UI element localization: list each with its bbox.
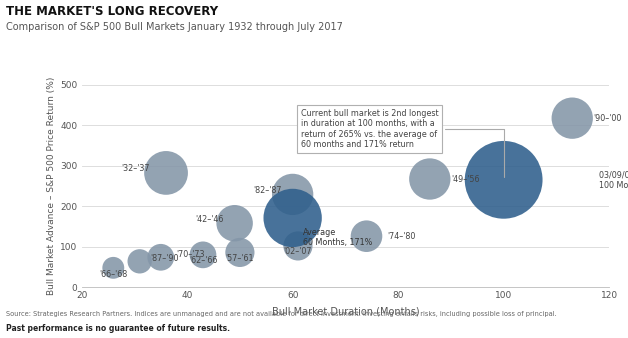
Text: Comparison of S&P 500 Bull Markets January 1932 through July 2017: Comparison of S&P 500 Bull Markets Janua…: [6, 22, 343, 32]
Text: '82–'87: '82–'87: [254, 186, 282, 195]
Point: [362, 234, 372, 239]
Text: '02–'07: '02–'07: [284, 247, 312, 256]
Point: [161, 170, 171, 176]
Text: '66–'68: '66–'68: [99, 270, 127, 279]
Text: '49–'56: '49–'56: [451, 174, 479, 184]
Text: Current bull market is 2nd longest
in duration at 100 months, with a
return of 2: Current bull market is 2nd longest in du…: [301, 109, 504, 177]
Text: '90–'00: '90–'00: [593, 114, 622, 123]
Text: Average
60 Months, 171%: Average 60 Months, 171%: [303, 228, 372, 247]
Point: [499, 177, 509, 183]
Text: '42–'46: '42–'46: [196, 215, 224, 224]
Text: Source: Strategies Research Partners. Indices are unmanaged and are not availabl: Source: Strategies Research Partners. In…: [6, 311, 557, 317]
X-axis label: Bull Market Duration (Months): Bull Market Duration (Months): [271, 306, 420, 316]
Point: [567, 116, 577, 121]
Text: '57–'61: '57–'61: [225, 254, 254, 263]
Point: [156, 255, 166, 260]
Y-axis label: Bull Market Advance – S&P 500 Price Return (%): Bull Market Advance – S&P 500 Price Retu…: [47, 77, 56, 295]
Text: THE MARKET'S LONG RECOVERY: THE MARKET'S LONG RECOVERY: [6, 5, 219, 18]
Text: '87–'90: '87–'90: [150, 254, 179, 263]
Text: '62–'66: '62–'66: [189, 256, 217, 265]
Point: [425, 176, 435, 182]
Point: [235, 250, 245, 255]
Text: '32–'37: '32–'37: [122, 164, 150, 173]
Point: [134, 259, 144, 264]
Text: '70–'73: '70–'73: [176, 250, 205, 259]
Text: 03/09/09 – Current
100 Months, 265%: 03/09/09 – Current 100 Months, 265%: [598, 170, 628, 190]
Point: [293, 243, 303, 249]
Text: Past performance is no guarantee of future results.: Past performance is no guarantee of futu…: [6, 324, 230, 334]
Point: [288, 215, 298, 221]
Point: [230, 220, 240, 226]
Point: [198, 252, 208, 258]
Point: [108, 265, 118, 270]
Point: [288, 192, 298, 197]
Text: '74–'80: '74–'80: [387, 232, 416, 241]
